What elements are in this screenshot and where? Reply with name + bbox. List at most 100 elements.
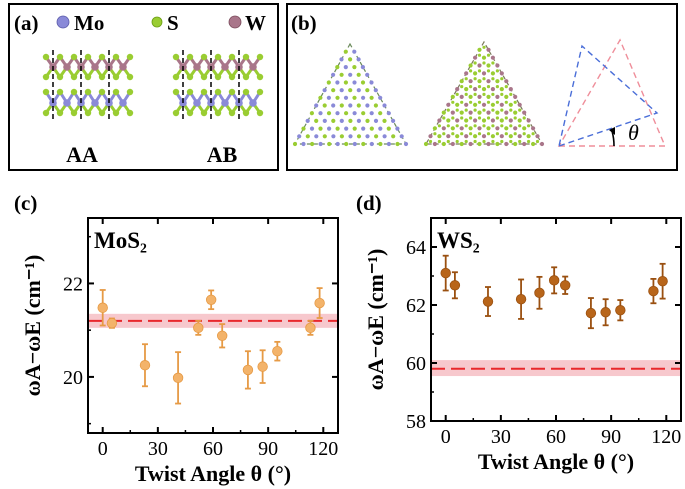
lattice-atom bbox=[455, 87, 460, 92]
lattice-atom bbox=[428, 134, 433, 139]
lattice-atom bbox=[464, 139, 468, 144]
lattice-atom bbox=[464, 102, 469, 107]
lattice-atom bbox=[455, 118, 460, 123]
sulfur-atom bbox=[84, 109, 92, 117]
lattice-atom bbox=[486, 132, 491, 136]
sulfur-atom bbox=[172, 109, 180, 117]
sulfur-atom bbox=[228, 109, 236, 117]
sulfur-atom bbox=[242, 88, 250, 96]
lattice-atom bbox=[464, 124, 468, 128]
lattice-atom bbox=[450, 94, 455, 99]
lattice-atom bbox=[348, 103, 353, 108]
x-tick-label: 60 bbox=[546, 426, 566, 448]
metal-atom bbox=[63, 99, 71, 107]
lattice-atom bbox=[522, 110, 527, 115]
data-point bbox=[314, 297, 325, 309]
panel-c: (c) 0 30 60 90 120 20 22 MoS₂ Twist Angle θ (°) ω… bbox=[14, 191, 339, 486]
legend-mo-label: Mo bbox=[74, 11, 104, 35]
lattice-atom bbox=[441, 110, 446, 115]
lattice-atom bbox=[535, 139, 540, 144]
sulfur-atom bbox=[256, 109, 264, 117]
metal-atom bbox=[221, 99, 229, 107]
lattice-atom bbox=[335, 111, 340, 116]
data-point bbox=[172, 372, 184, 384]
lattice-atom bbox=[499, 102, 504, 107]
x-tick-label: 120 bbox=[308, 438, 338, 460]
y-axis-label: ωA−ωE (cm⁻¹) bbox=[363, 249, 388, 391]
pink-dashed-triangle bbox=[557, 38, 667, 147]
lattice-atom bbox=[518, 139, 522, 144]
lattice-atom bbox=[469, 132, 473, 136]
lattice-atom bbox=[495, 63, 500, 68]
lattice-atom bbox=[513, 116, 517, 120]
sulfur-atom bbox=[256, 88, 264, 96]
data-point bbox=[548, 275, 560, 286]
lattice-atom bbox=[352, 49, 357, 54]
sulfur-atom bbox=[126, 109, 134, 117]
sulfur-atom bbox=[98, 109, 106, 117]
sulfur-atom bbox=[242, 53, 250, 61]
sulfur-atom bbox=[186, 53, 194, 61]
lattice-atom bbox=[486, 69, 491, 73]
data-point bbox=[440, 267, 451, 279]
lattice-atom bbox=[531, 141, 536, 147]
lattice-atom bbox=[522, 132, 526, 136]
lattice-atom bbox=[518, 124, 522, 128]
data-point bbox=[482, 296, 494, 307]
panel-d-label: (d) bbox=[356, 191, 382, 215]
lattice-atom bbox=[531, 132, 535, 136]
lattice-atom bbox=[314, 103, 319, 108]
lattice-atom bbox=[314, 134, 319, 139]
lattice-atom bbox=[326, 95, 331, 100]
lattice-atom bbox=[318, 95, 323, 100]
lattice-atom bbox=[327, 141, 332, 147]
lattice-atom bbox=[450, 141, 455, 147]
metal-atom bbox=[193, 63, 201, 71]
lattice-atom bbox=[369, 126, 374, 131]
lattice-atom bbox=[486, 53, 491, 57]
lattice-atom bbox=[344, 111, 349, 116]
lattice-atom bbox=[450, 110, 455, 115]
x-tick-label: 120 bbox=[651, 426, 681, 448]
lattice-atom bbox=[292, 141, 298, 147]
lattice-atom bbox=[365, 118, 370, 123]
lattice-atom bbox=[360, 65, 365, 70]
lattice-atom bbox=[482, 108, 486, 112]
sulfur-atom bbox=[98, 53, 106, 61]
lattice-atom bbox=[305, 134, 310, 139]
lattice-atom bbox=[473, 71, 478, 76]
lattice-atom bbox=[486, 116, 491, 120]
lattice-atom bbox=[348, 88, 353, 93]
lattice-atom bbox=[473, 102, 478, 107]
lattice-atom bbox=[486, 47, 491, 52]
y-tick-label: 60 bbox=[406, 353, 426, 375]
y-tick-label: 58 bbox=[406, 411, 426, 433]
x-tick-label: 0 bbox=[98, 438, 108, 460]
lattice-atom bbox=[442, 132, 446, 136]
lattice-atom bbox=[352, 95, 357, 100]
metal-atom bbox=[193, 99, 201, 107]
lattice-atom bbox=[365, 134, 370, 139]
lattice-atom bbox=[437, 139, 441, 144]
lattice-atom bbox=[301, 141, 306, 147]
y-axis-label: ωA−ωE (cm⁻¹) bbox=[20, 255, 45, 397]
lattice-atom bbox=[423, 141, 429, 147]
legend-w-label: W bbox=[245, 11, 266, 35]
data-point bbox=[305, 322, 316, 334]
lattice-atom bbox=[318, 141, 323, 147]
sulfur-atom bbox=[242, 73, 250, 81]
lattice-atom bbox=[322, 103, 327, 108]
metal-atom bbox=[63, 63, 71, 71]
lattice-atom bbox=[331, 118, 336, 123]
lattice-atom bbox=[432, 141, 437, 147]
lattice-atom bbox=[504, 94, 509, 99]
lattice-atom bbox=[504, 126, 509, 131]
lattice-atom bbox=[504, 116, 508, 120]
sulfur-atom bbox=[172, 73, 180, 81]
x-axis-label: Twist Angle θ (°) bbox=[135, 461, 291, 486]
lattice-atom bbox=[432, 126, 437, 131]
lattice-atom bbox=[378, 141, 383, 147]
lattice-atom bbox=[473, 134, 478, 139]
lattice-atom bbox=[468, 141, 473, 147]
lattice-atom bbox=[339, 57, 344, 62]
